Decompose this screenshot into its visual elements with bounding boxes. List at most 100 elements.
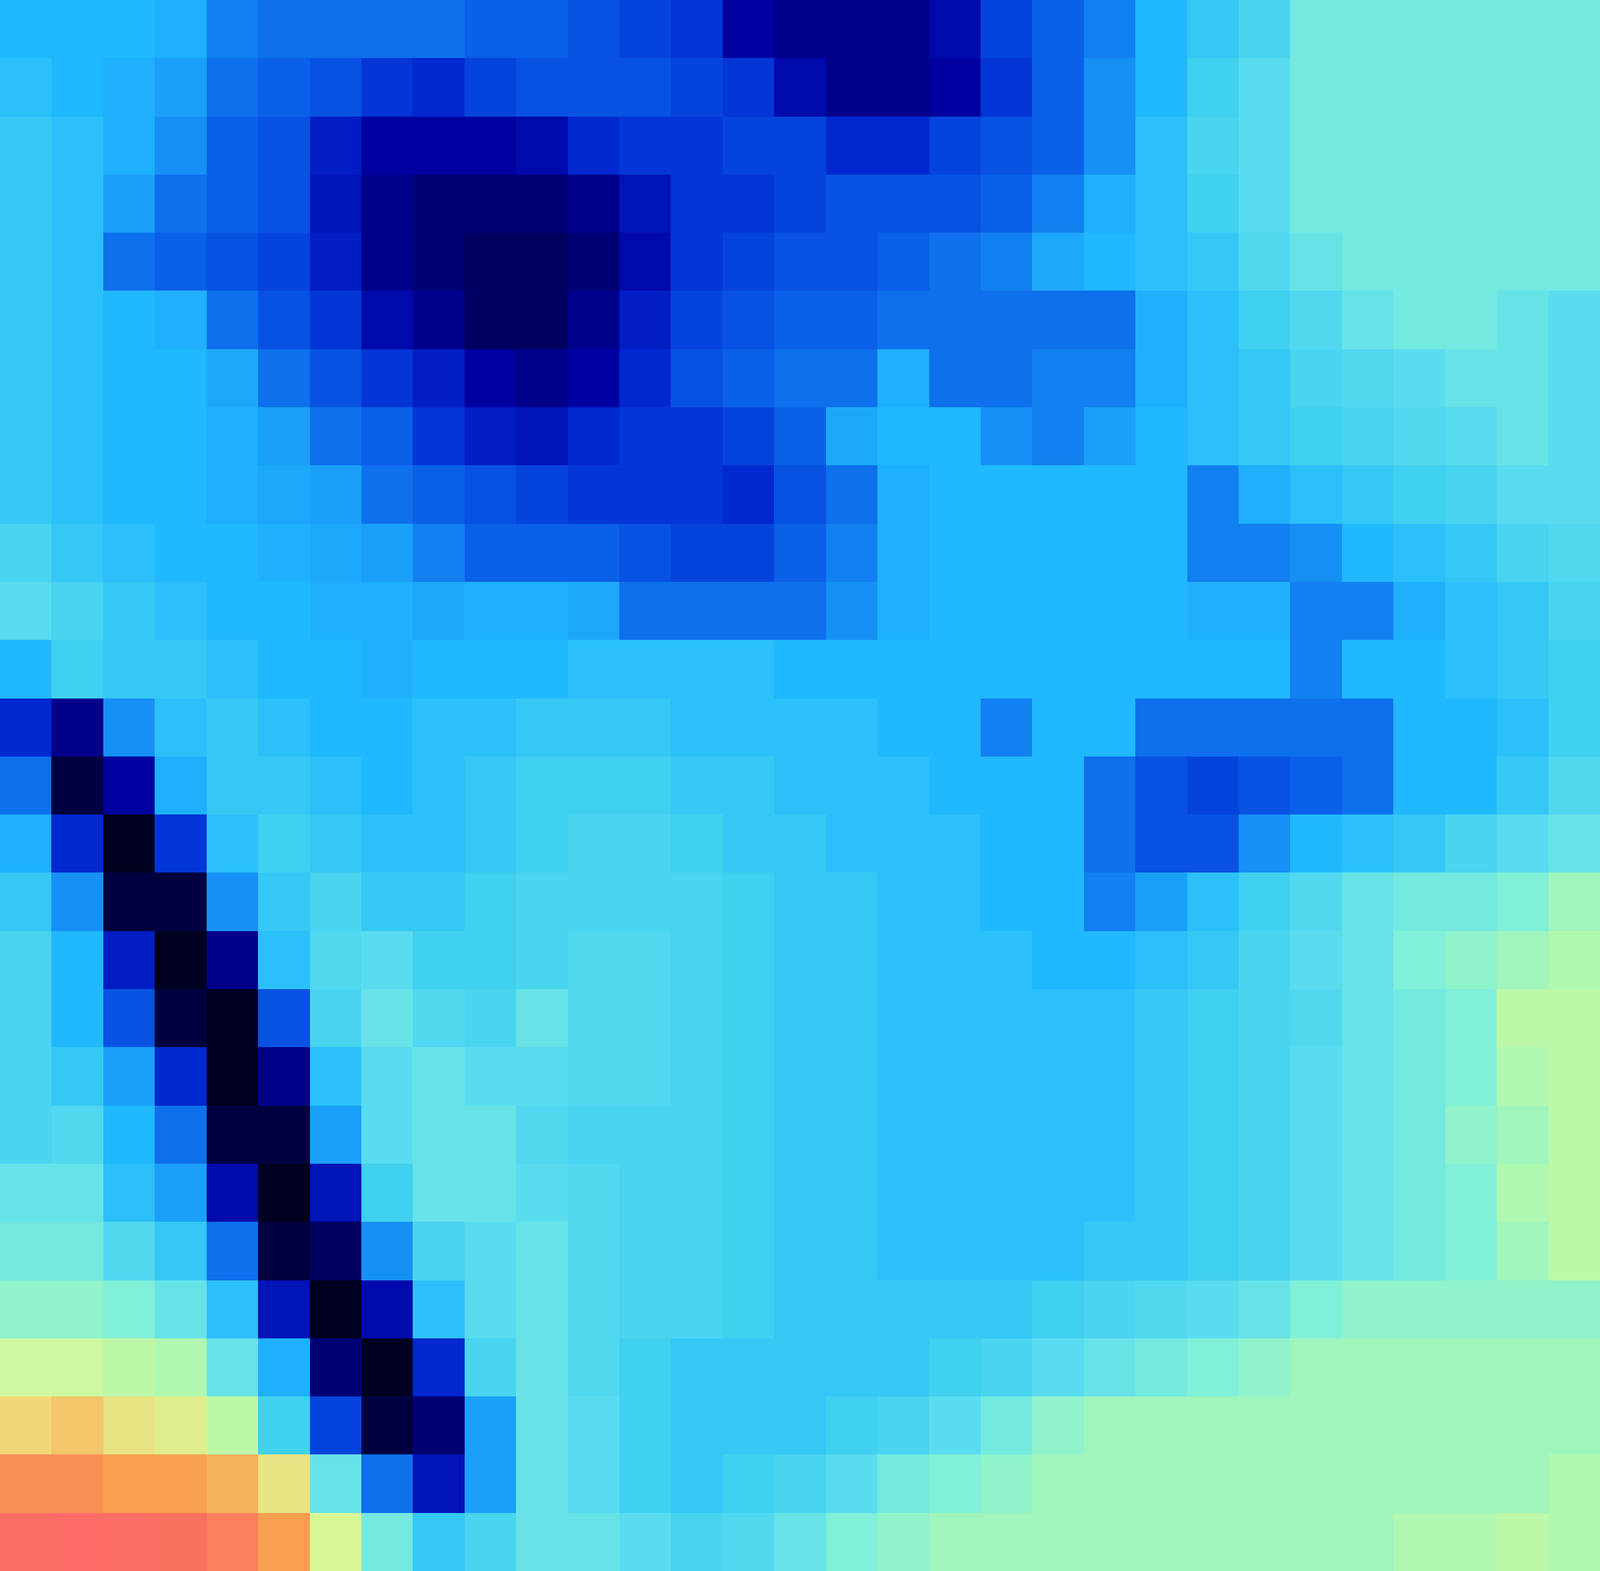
heatmap-cell	[206, 1280, 259, 1340]
heatmap-cell	[464, 232, 517, 292]
heatmap-cell	[1290, 465, 1342, 524]
heatmap-cell	[258, 58, 310, 117]
heatmap-cell	[980, 872, 1033, 932]
heatmap-cell	[774, 931, 826, 990]
heatmap-cell	[1135, 349, 1188, 408]
heatmap-cell	[1342, 640, 1394, 699]
heatmap-cell	[1342, 290, 1394, 350]
heatmap-cell	[154, 1164, 207, 1223]
heatmap-cell	[412, 1338, 465, 1398]
heatmap-cell	[516, 465, 568, 524]
heatmap-cell	[206, 989, 259, 1048]
heatmap-cell	[1548, 1106, 1600, 1165]
heatmap-cell	[568, 1106, 620, 1165]
heatmap-cell	[774, 1222, 826, 1281]
heatmap-cell	[722, 698, 775, 758]
heatmap-cell	[1084, 1106, 1136, 1165]
heatmap-cell	[1548, 640, 1600, 699]
heatmap-cell	[1135, 1338, 1188, 1398]
heatmap-cell	[670, 1164, 723, 1223]
heatmap-cell	[929, 582, 982, 641]
heatmap-cell	[980, 290, 1033, 350]
heatmap-cell	[774, 0, 826, 59]
heatmap-cell	[1135, 116, 1188, 176]
heatmap-cell	[0, 582, 52, 641]
heatmap-cell	[51, 174, 104, 234]
heatmap-cell	[1342, 989, 1394, 1048]
heatmap-cell	[1084, 407, 1136, 466]
heatmap-cell	[929, 640, 982, 699]
heatmap-cell	[1084, 1047, 1136, 1106]
heatmap-cell	[568, 640, 620, 699]
heatmap-cell	[826, 174, 878, 234]
heatmap-cell	[1393, 1454, 1446, 1514]
heatmap-cell	[464, 1396, 517, 1456]
heatmap-cell	[516, 407, 568, 466]
heatmap-cell	[1084, 1396, 1136, 1456]
heatmap-cell	[619, 0, 672, 59]
heatmap-cell	[0, 872, 52, 932]
heatmap-cell	[1290, 1106, 1342, 1165]
heatmap-cell	[1290, 872, 1342, 932]
heatmap-cell	[310, 814, 362, 874]
heatmap-cell	[361, 698, 414, 758]
heatmap-cell	[1238, 1164, 1291, 1223]
heatmap-cell	[826, 1513, 878, 1571]
heatmap-cell	[1548, 1047, 1600, 1106]
heatmap-cell	[1290, 232, 1342, 292]
heatmap-cell	[1084, 174, 1136, 234]
heatmap-cell	[516, 174, 568, 234]
heatmap-cell	[0, 931, 52, 990]
heatmap-cell	[1238, 698, 1291, 758]
heatmap-cell	[1496, 116, 1549, 176]
heatmap-cell	[206, 814, 259, 874]
heatmap-cell	[103, 698, 156, 758]
heatmap-cell	[1393, 349, 1446, 408]
heatmap-cell	[1135, 290, 1188, 350]
heatmap-cell	[51, 872, 104, 932]
heatmap-cell	[1393, 116, 1446, 176]
heatmap-cell	[154, 1338, 207, 1398]
heatmap-cell	[516, 1047, 568, 1106]
heatmap-cell	[103, 524, 156, 583]
heatmap-cell	[1187, 1396, 1240, 1456]
heatmap-cell	[774, 349, 826, 408]
heatmap-cell	[1135, 698, 1188, 758]
heatmap-cell	[568, 232, 620, 292]
heatmap-cell	[310, 116, 362, 176]
heatmap-cell	[1496, 58, 1549, 117]
heatmap-cell	[568, 1047, 620, 1106]
heatmap-cell	[826, 1396, 878, 1456]
heatmap-cell	[1032, 1396, 1084, 1456]
heatmap-cell	[1290, 698, 1342, 758]
heatmap-cell	[929, 1338, 982, 1398]
heatmap-cell	[980, 1106, 1033, 1165]
heatmap-cell	[206, 1047, 259, 1106]
heatmap-cell	[103, 1454, 156, 1514]
heatmap-cell	[877, 1513, 930, 1571]
heatmap-cell	[1238, 407, 1291, 466]
heatmap-cell	[0, 1454, 52, 1514]
heatmap-cell	[51, 407, 104, 466]
heatmap-cell	[670, 640, 723, 699]
heatmap-cell	[1084, 1222, 1136, 1281]
heatmap-cell	[1496, 814, 1549, 874]
heatmap-cell	[1548, 58, 1600, 117]
heatmap-cell	[826, 1280, 878, 1340]
heatmap-cell	[1445, 174, 1498, 234]
heatmap-cell	[1135, 58, 1188, 117]
heatmap-cell	[464, 1513, 517, 1571]
heatmap-cell	[258, 1164, 310, 1223]
heatmap-cell	[774, 1047, 826, 1106]
heatmap-cell	[1135, 814, 1188, 874]
heatmap-cell	[206, 698, 259, 758]
heatmap-cell	[1187, 290, 1240, 350]
heatmap-cell	[619, 465, 672, 524]
heatmap-cell	[464, 1222, 517, 1281]
heatmap-cell	[1032, 0, 1084, 59]
heatmap-cell	[1393, 407, 1446, 466]
heatmap-cell	[0, 1164, 52, 1223]
heatmap-cell	[1548, 814, 1600, 874]
heatmap-cell	[1084, 582, 1136, 641]
heatmap-cell	[1548, 1396, 1600, 1456]
